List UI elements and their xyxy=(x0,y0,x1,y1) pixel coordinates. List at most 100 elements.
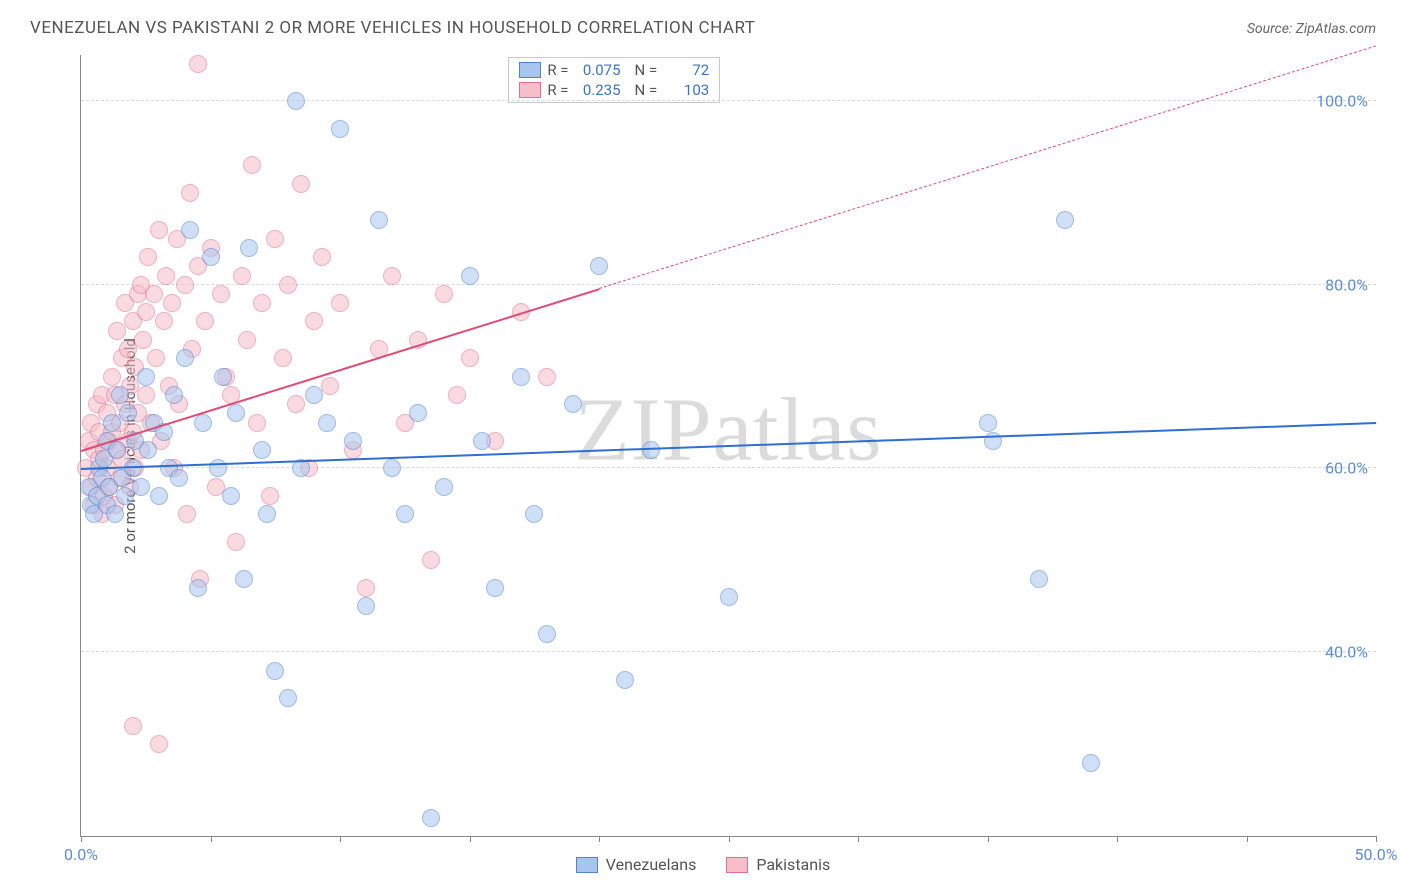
scatter-point xyxy=(240,239,258,257)
scatter-point xyxy=(274,349,292,367)
gridline xyxy=(81,467,1376,468)
scatter-point xyxy=(189,55,207,73)
scatter-point xyxy=(150,735,168,753)
x-tick xyxy=(988,836,989,842)
x-tick xyxy=(1117,836,1118,842)
scatter-point xyxy=(486,579,504,597)
scatter-point xyxy=(124,459,142,477)
y-tick-label: 40.0% xyxy=(1325,643,1368,662)
scatter-point xyxy=(409,404,427,422)
stat-r-label: R = xyxy=(547,81,568,99)
gridline xyxy=(81,651,1376,652)
correlation-stats-box: R =0.075N =72R =0.235N =103 xyxy=(508,57,720,103)
scatter-point xyxy=(313,248,331,266)
scatter-point xyxy=(422,551,440,569)
scatter-point xyxy=(233,267,251,285)
scatter-point xyxy=(383,267,401,285)
scatter-point xyxy=(124,717,142,735)
scatter-point xyxy=(238,331,256,349)
scatter-point xyxy=(279,689,297,707)
x-tick xyxy=(340,836,341,842)
stat-n-value: 72 xyxy=(663,61,709,79)
scatter-point xyxy=(473,432,491,450)
scatter-point xyxy=(435,285,453,303)
scatter-point xyxy=(243,156,261,174)
scatter-point xyxy=(150,487,168,505)
x-tick xyxy=(1247,836,1248,842)
scatter-point xyxy=(318,414,336,432)
scatter-point xyxy=(139,248,157,266)
x-tick xyxy=(81,836,82,842)
series-swatch xyxy=(519,82,541,98)
scatter-point xyxy=(564,395,582,413)
scatter-point xyxy=(178,505,196,523)
scatter-point xyxy=(196,312,214,330)
scatter-point xyxy=(170,469,188,487)
legend-swatch xyxy=(576,857,598,873)
scatter-point xyxy=(176,349,194,367)
scatter-point xyxy=(119,404,137,422)
scatter-point xyxy=(422,809,440,827)
scatter-point xyxy=(720,588,738,606)
chart-title: VENEZUELAN VS PAKISTANI 2 OR MORE VEHICL… xyxy=(30,18,755,38)
x-tick xyxy=(211,836,212,842)
legend-label: Pakistanis xyxy=(756,855,830,874)
scatter-point xyxy=(111,386,129,404)
stat-n-value: 103 xyxy=(663,81,709,99)
scatter-point xyxy=(253,441,271,459)
scatter-point xyxy=(150,221,168,239)
scatter-point xyxy=(525,505,543,523)
scatter-point xyxy=(176,276,194,294)
scatter-point xyxy=(134,331,152,349)
chart-container: 2 or more Vehicles in Household ZIPatlas… xyxy=(30,55,1376,837)
stat-n-label: N = xyxy=(635,61,658,79)
scatter-point xyxy=(137,386,155,404)
scatter-point xyxy=(383,459,401,477)
scatter-point xyxy=(163,294,181,312)
scatter-point xyxy=(108,441,126,459)
scatter-point xyxy=(344,432,362,450)
scatter-point xyxy=(1082,754,1100,772)
trend-line xyxy=(81,423,1376,471)
plot-area: ZIPatlas R =0.075N =72R =0.235N =103 40.… xyxy=(80,55,1376,837)
scatter-point xyxy=(165,386,183,404)
scatter-point xyxy=(103,368,121,386)
stats-row: R =0.235N =103 xyxy=(509,80,719,100)
scatter-point xyxy=(106,505,124,523)
scatter-point xyxy=(235,570,253,588)
x-tick xyxy=(729,836,730,842)
source-attribution: Source: ZipAtlas.com xyxy=(1247,21,1376,37)
gridline xyxy=(81,100,1376,101)
scatter-point xyxy=(155,312,173,330)
scatter-point xyxy=(181,184,199,202)
scatter-point xyxy=(266,662,284,680)
scatter-point xyxy=(461,349,479,367)
scatter-point xyxy=(616,671,634,689)
legend-label: Venezuelans xyxy=(606,855,697,874)
scatter-point xyxy=(292,175,310,193)
scatter-point xyxy=(357,597,375,615)
scatter-point xyxy=(461,267,479,285)
scatter-point xyxy=(305,386,323,404)
scatter-point xyxy=(435,478,453,496)
scatter-point xyxy=(279,276,297,294)
legend-swatch xyxy=(726,857,748,873)
y-tick-label: 80.0% xyxy=(1325,275,1368,294)
y-tick-label: 100.0% xyxy=(1316,91,1368,110)
scatter-point xyxy=(357,579,375,597)
series-legend: Venezuelans Pakistanis xyxy=(0,855,1406,874)
series-swatch xyxy=(519,62,541,78)
scatter-point xyxy=(212,285,230,303)
scatter-point xyxy=(538,625,556,643)
scatter-point xyxy=(139,441,157,459)
x-tick xyxy=(599,836,600,842)
stats-row: R =0.075N =72 xyxy=(509,60,719,80)
scatter-point xyxy=(157,267,175,285)
gridline xyxy=(81,284,1376,285)
scatter-point xyxy=(370,211,388,229)
scatter-point xyxy=(194,414,212,432)
scatter-point xyxy=(979,414,997,432)
scatter-point xyxy=(202,248,220,266)
scatter-point xyxy=(321,377,339,395)
watermark: ZIPatlas xyxy=(575,378,883,481)
